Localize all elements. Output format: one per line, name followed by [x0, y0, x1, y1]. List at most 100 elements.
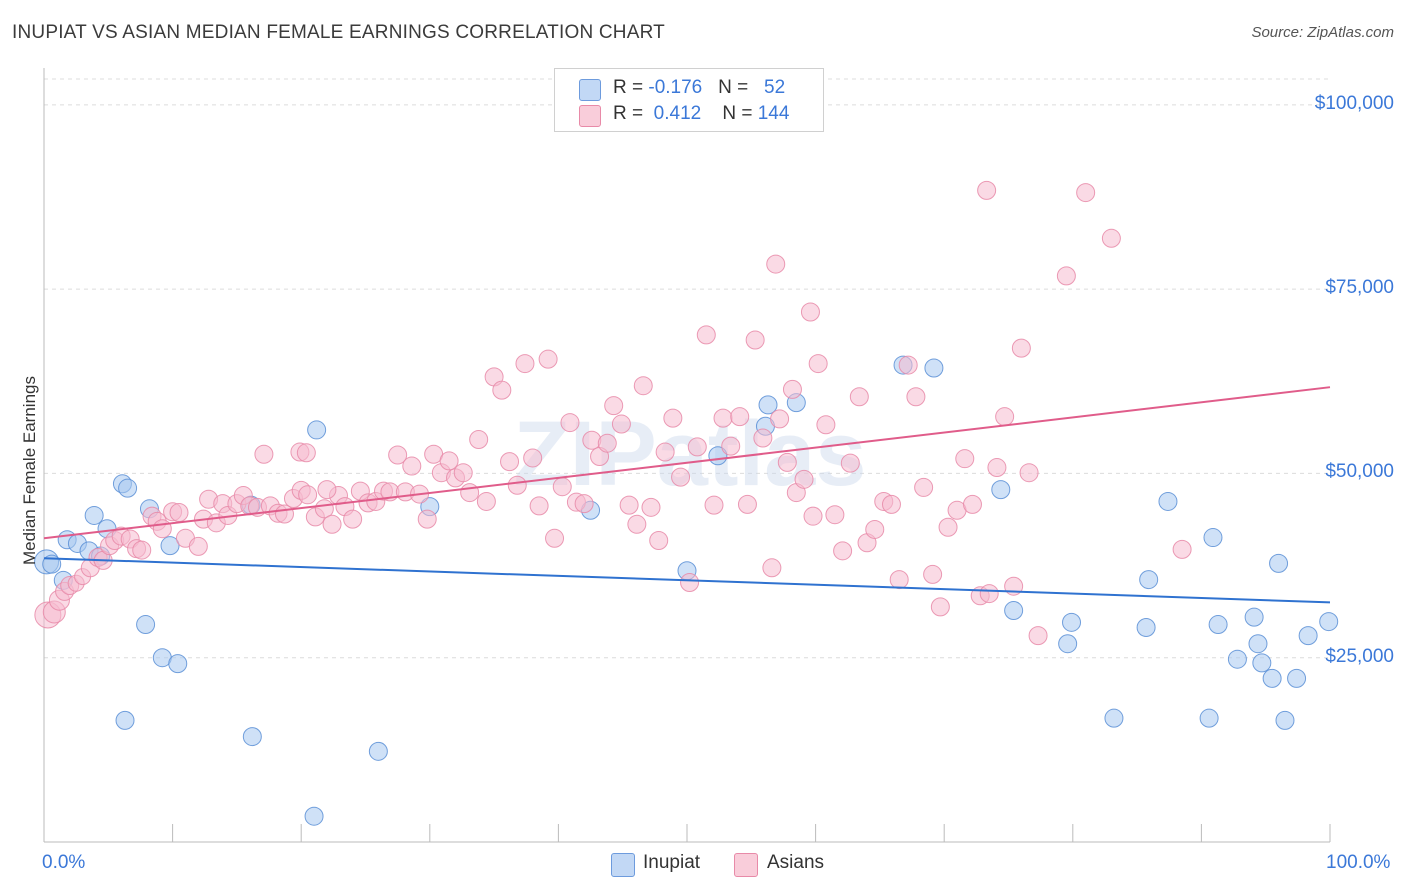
asian-point — [296, 443, 316, 463]
asian-point — [453, 463, 473, 483]
inupiat-point — [136, 615, 156, 635]
x-tick-label-max: 100.0% — [1326, 852, 1391, 873]
inupiat-point — [304, 806, 324, 826]
y-tick-label: $75,000 — [1325, 277, 1394, 299]
inupiat-trend-line — [43, 557, 1331, 604]
asian-point — [545, 528, 565, 548]
inupiat-point — [307, 420, 327, 440]
asian-point — [770, 409, 790, 429]
inupiat-point — [168, 654, 188, 674]
correlation-legend: R = -0.176 N = 52 R = 0.412 N = 144 — [554, 68, 824, 132]
legend-n-label: N = — [718, 77, 754, 98]
inupiat-point — [1298, 626, 1318, 646]
asian-point — [152, 519, 172, 539]
inupiat-point — [1104, 708, 1124, 728]
asian-point — [762, 558, 782, 578]
x-tick-label-min: 0.0% — [42, 852, 86, 873]
asian-point — [641, 497, 661, 517]
asian-trend-line — [43, 386, 1331, 540]
legend-swatch-inupiat — [579, 79, 601, 101]
inupiat-point — [1227, 649, 1247, 669]
asian-point — [663, 408, 683, 428]
asian-point — [188, 536, 208, 556]
asian-point — [995, 407, 1015, 427]
inupiat-point — [1287, 668, 1307, 688]
legend-label-asians: Asians — [767, 852, 825, 873]
asian-point — [523, 448, 543, 468]
asian-point — [898, 355, 918, 375]
asian-point — [687, 437, 707, 457]
asian-point — [825, 505, 845, 525]
asian-point — [777, 452, 797, 472]
inupiat-point — [368, 741, 388, 761]
inupiat-point — [1139, 570, 1159, 590]
asian-point — [794, 469, 814, 489]
asian-point — [696, 325, 716, 345]
asian-point — [881, 494, 901, 514]
asian-point — [721, 436, 741, 456]
asian-point — [833, 541, 853, 561]
asian-point — [766, 254, 786, 274]
asian-point — [816, 415, 836, 435]
asian-point — [923, 564, 943, 584]
inupiat-point — [1275, 710, 1295, 730]
inupiat-point — [1252, 653, 1272, 673]
asian-point — [745, 330, 765, 350]
asian-point — [515, 354, 535, 374]
asian-point — [343, 509, 363, 529]
inupiat-point — [924, 358, 944, 378]
inupiat-point — [1004, 601, 1024, 621]
asian-point — [298, 485, 318, 505]
inupiat-point — [1136, 617, 1156, 637]
asian-point — [611, 414, 631, 434]
asian-point — [627, 514, 647, 534]
inupiat-point — [1248, 634, 1268, 654]
asian-point — [914, 477, 934, 497]
asian-point — [704, 495, 724, 515]
asian-point — [402, 456, 422, 476]
asian-point — [460, 483, 480, 503]
asian-point — [552, 477, 572, 497]
asian-point — [1076, 183, 1096, 203]
asian-point — [730, 407, 750, 427]
asian-point — [322, 514, 342, 534]
asian-point — [538, 349, 558, 369]
legend-n-label: N = — [722, 103, 758, 124]
asian-point — [439, 451, 459, 471]
inupiat-point — [160, 536, 180, 556]
asian-point — [1028, 626, 1048, 646]
legend-r-value: -0.176 — [648, 77, 703, 98]
series-asians — [34, 180, 1192, 646]
asian-point — [865, 519, 885, 539]
inupiat-point — [1199, 708, 1219, 728]
asian-point — [619, 495, 639, 515]
trend-lines — [43, 386, 1331, 604]
asian-point — [274, 504, 294, 524]
asian-point — [906, 387, 926, 407]
inupiat-point — [1158, 491, 1178, 511]
asian-point — [753, 428, 773, 448]
asian-point — [582, 430, 602, 450]
inupiat-point — [1203, 528, 1223, 548]
asian-point — [317, 480, 337, 500]
asian-point — [938, 517, 958, 537]
y-tick-label: $50,000 — [1325, 461, 1394, 483]
series-legend: Inupiat Asians — [0, 852, 1406, 878]
asian-point — [737, 494, 757, 514]
asian-point — [507, 475, 527, 495]
inupiat-point — [1244, 607, 1264, 627]
asian-point — [597, 433, 617, 453]
asian-point — [1056, 266, 1076, 286]
asian-point — [803, 506, 823, 526]
legend-n-value: 144 — [757, 103, 790, 124]
asian-point — [979, 584, 999, 604]
asian-point — [417, 509, 437, 529]
y-tick-label: $100,000 — [1314, 92, 1394, 114]
y-tick-label: $25,000 — [1325, 645, 1394, 667]
legend-label-inupiat: Inupiat — [643, 852, 701, 873]
legend-r-label: R = — [613, 103, 649, 124]
axes — [43, 68, 1331, 843]
asian-point — [574, 494, 594, 514]
inupiat-point — [1062, 612, 1082, 632]
